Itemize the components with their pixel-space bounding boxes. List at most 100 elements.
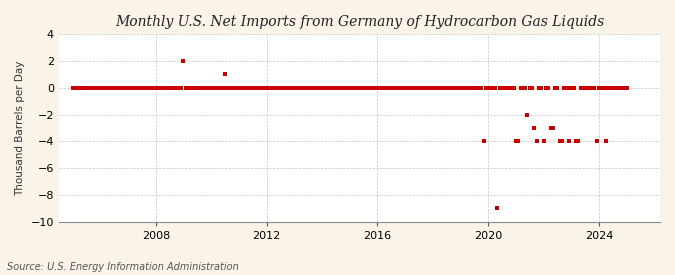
Point [296, 86, 306, 90]
Point [201, 86, 212, 90]
Point [589, 86, 600, 90]
Point [439, 86, 450, 90]
Point [222, 86, 233, 90]
Point [582, 86, 593, 90]
Point [478, 139, 489, 144]
Point [377, 86, 387, 90]
Point [485, 86, 496, 90]
Point [109, 86, 119, 90]
Point [455, 86, 466, 90]
Point [585, 86, 595, 90]
Point [187, 86, 198, 90]
Point [476, 86, 487, 90]
Point [219, 72, 230, 77]
Point [261, 86, 272, 90]
Point [458, 86, 468, 90]
Point [139, 86, 150, 90]
Point [335, 86, 346, 90]
Point [196, 86, 207, 90]
Point [515, 86, 526, 90]
Point [372, 86, 383, 90]
Point [547, 126, 558, 130]
Point [513, 139, 524, 144]
Point [128, 86, 138, 90]
Point [159, 86, 170, 90]
Point [164, 86, 175, 90]
Point [499, 86, 510, 90]
Point [206, 86, 217, 90]
Point [153, 86, 163, 90]
Point [303, 86, 314, 90]
Point [379, 86, 389, 90]
Point [245, 86, 256, 90]
Point [136, 86, 147, 90]
Point [423, 86, 433, 90]
Point [300, 86, 311, 90]
Point [273, 86, 284, 90]
Point [406, 86, 417, 90]
Point [319, 86, 329, 90]
Point [72, 86, 82, 90]
Point [566, 86, 576, 90]
Point [453, 86, 464, 90]
Point [100, 86, 111, 90]
Point [199, 86, 210, 90]
Point [437, 86, 448, 90]
Point [208, 86, 219, 90]
Point [573, 139, 584, 144]
Point [383, 86, 394, 90]
Title: Monthly U.S. Net Imports from Germany of Hydrocarbon Gas Liquids: Monthly U.S. Net Imports from Germany of… [115, 15, 604, 29]
Point [134, 86, 145, 90]
Point [312, 86, 323, 90]
Point [608, 86, 618, 90]
Point [390, 86, 401, 90]
Point [487, 86, 498, 90]
Point [598, 86, 609, 90]
Point [356, 86, 367, 90]
Point [418, 86, 429, 90]
Point [529, 126, 540, 130]
Point [284, 86, 295, 90]
Point [92, 86, 103, 90]
Point [88, 86, 99, 90]
Point [74, 86, 85, 90]
Point [141, 86, 152, 90]
Point [342, 86, 353, 90]
Point [338, 86, 348, 90]
Point [510, 139, 521, 144]
Point [601, 139, 612, 144]
Point [151, 86, 161, 90]
Point [370, 86, 381, 90]
Point [388, 86, 399, 90]
Point [107, 86, 117, 90]
Point [520, 86, 531, 90]
Point [402, 86, 413, 90]
Point [243, 86, 254, 90]
Point [305, 86, 316, 90]
Point [247, 86, 258, 90]
Point [559, 86, 570, 90]
Point [183, 86, 194, 90]
Point [123, 86, 134, 90]
Point [622, 86, 632, 90]
Point [462, 86, 473, 90]
Point [203, 86, 214, 90]
Point [146, 86, 157, 90]
Point [564, 139, 574, 144]
Point [526, 86, 537, 90]
Point [494, 86, 505, 90]
Point [448, 86, 459, 90]
Point [113, 86, 124, 90]
Point [360, 86, 371, 90]
Point [578, 86, 589, 90]
Point [490, 86, 501, 90]
Point [227, 86, 238, 90]
Y-axis label: Thousand Barrels per Day: Thousand Barrels per Day [15, 60, 25, 196]
Point [534, 86, 545, 90]
Point [411, 86, 422, 90]
Point [259, 86, 270, 90]
Point [104, 86, 115, 90]
Point [120, 86, 131, 90]
Point [275, 86, 286, 90]
Point [192, 86, 202, 90]
